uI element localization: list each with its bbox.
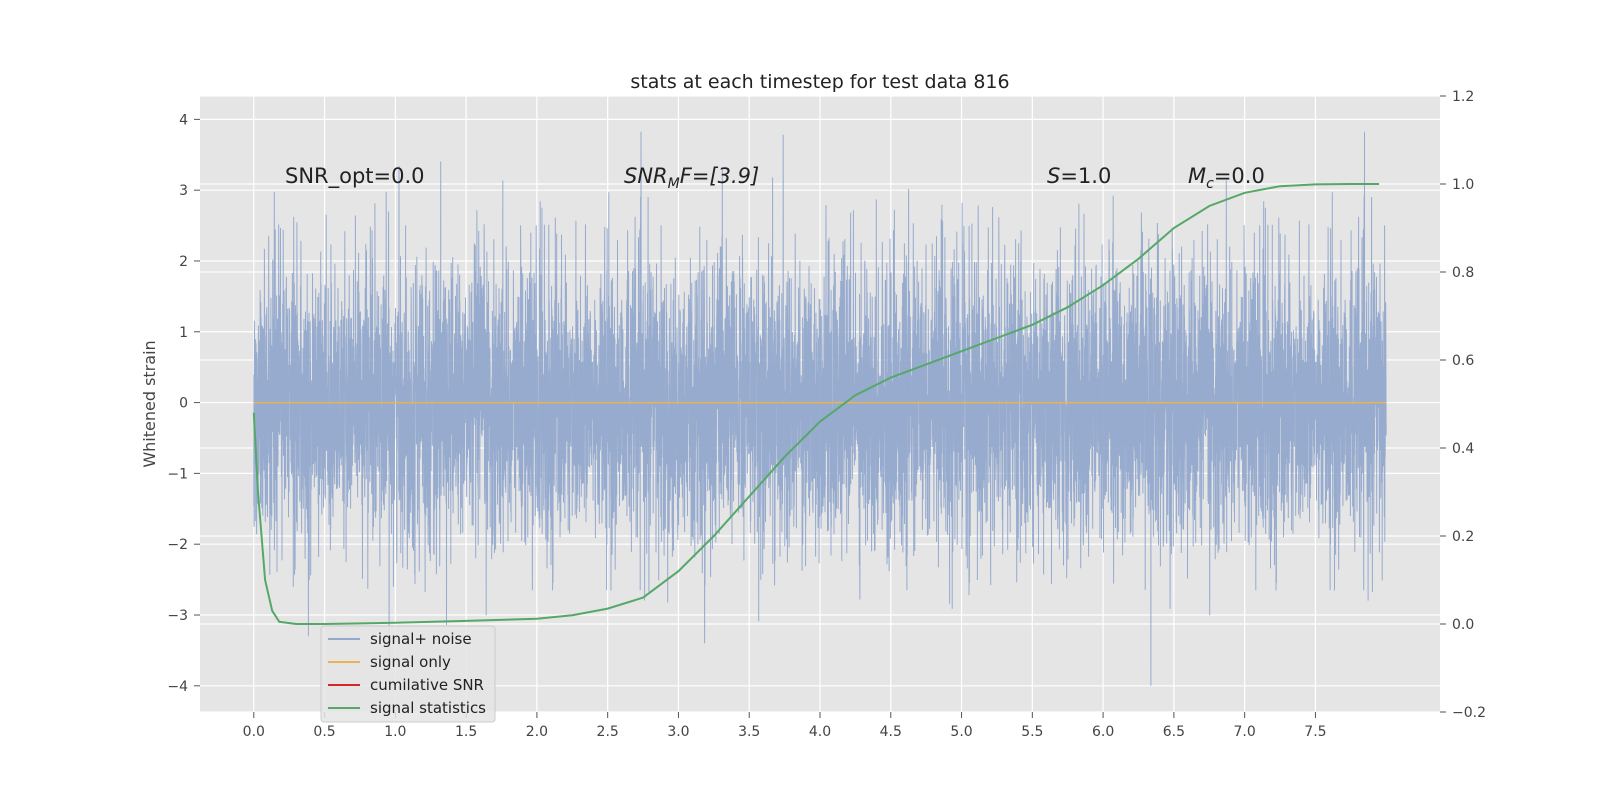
legend-label-signal-noise: signal+ noise (370, 630, 472, 648)
y2-tick-label: 0.6 (1452, 353, 1474, 369)
annotation-mc-sub: c (1206, 176, 1214, 192)
y-tick-label: −1 (167, 466, 188, 482)
x-tick-label: 3.0 (667, 724, 689, 740)
series-line-signal-statistics (252, 183, 1380, 625)
x-tick-label: 4.5 (880, 724, 902, 740)
y-tick-label: −3 (167, 608, 188, 624)
x-tick-label: 6.5 (1163, 724, 1185, 740)
annotation-snr-mf-f: F=[3.9] (680, 164, 759, 188)
x-tick-label: 5.5 (1021, 724, 1043, 740)
series-line-signal-noise (253, 131, 1387, 686)
chart-title: stats at each timestep for test data 816 (630, 71, 1009, 93)
annotation-snr-mf: SNRMF=[3.9] (624, 164, 759, 192)
x-tick-label: 6.0 (1092, 724, 1114, 740)
x-tick-label: 1.5 (455, 724, 477, 740)
x-tick-label: 2.0 (526, 724, 548, 740)
y-tick-label: 0 (179, 396, 188, 412)
y2-tick-label: 1.2 (1452, 89, 1474, 105)
x-tick-label: 4.0 (809, 724, 831, 740)
x-tick-label: 0.5 (313, 724, 335, 740)
y2-tick-label: −0.2 (1452, 705, 1486, 721)
x-tick-label: 0.0 (243, 724, 265, 740)
axes: 0.0 0.5 1.0 1.5 2.0 2.5 3.0 3.5 4.0 4.5 5.0 5.5 6.0 6… (167, 89, 1486, 740)
y2-tick-label: 1.0 (1452, 177, 1474, 193)
legend: signal+ noise signal only cumilative SNR… (320, 625, 496, 723)
y-tick-label: 4 (179, 112, 188, 128)
x-tick-label: 5.0 (950, 724, 972, 740)
legend-frame (320, 625, 496, 723)
y-axis-label: Whitened strain (140, 340, 159, 467)
annotation-s: S=1.0 (1047, 164, 1111, 188)
y2-tick-label: 0.8 (1452, 265, 1474, 281)
y-tick-label: −4 (167, 679, 188, 695)
series-signal-noise (253, 131, 1387, 686)
y2-tick-label: 0.2 (1452, 529, 1474, 545)
annotation-s-var: S (1047, 164, 1060, 188)
legend-label-cumulative-snr: cumilative SNR (370, 676, 484, 694)
annotation-s-value: =1.0 (1060, 164, 1111, 188)
x-tick-label: 7.0 (1234, 724, 1256, 740)
annotation-mc: Mc=0.0 (1188, 164, 1265, 192)
annotation-snr-mf-main: SNR (624, 164, 668, 188)
x-tick-label: 2.5 (597, 724, 619, 740)
legend-label-signal-only: signal only (370, 653, 451, 671)
annotation-mc-value: =0.0 (1214, 164, 1265, 188)
annotation-snr-mf-sub: M (668, 176, 680, 192)
annotation-snr-opt: SNR_opt=0.0 (285, 164, 425, 189)
y-tick-label: 3 (179, 183, 188, 199)
y2-tick-label: 0.0 (1452, 617, 1474, 633)
series-signal-statistics (252, 183, 1380, 625)
y-tick-label: −2 (167, 537, 188, 553)
x-tick-label: 1.0 (384, 724, 406, 740)
y2-tick-label: 0.4 (1452, 441, 1474, 457)
annotation-mc-main: M (1188, 164, 1206, 188)
x-tick-label: 7.5 (1304, 724, 1326, 740)
legend-label-signal-statistics: signal statistics (370, 699, 486, 717)
y-tick-label: 2 (179, 254, 188, 270)
x-tick-label: 3.5 (738, 724, 760, 740)
y-tick-label: 1 (179, 325, 188, 341)
